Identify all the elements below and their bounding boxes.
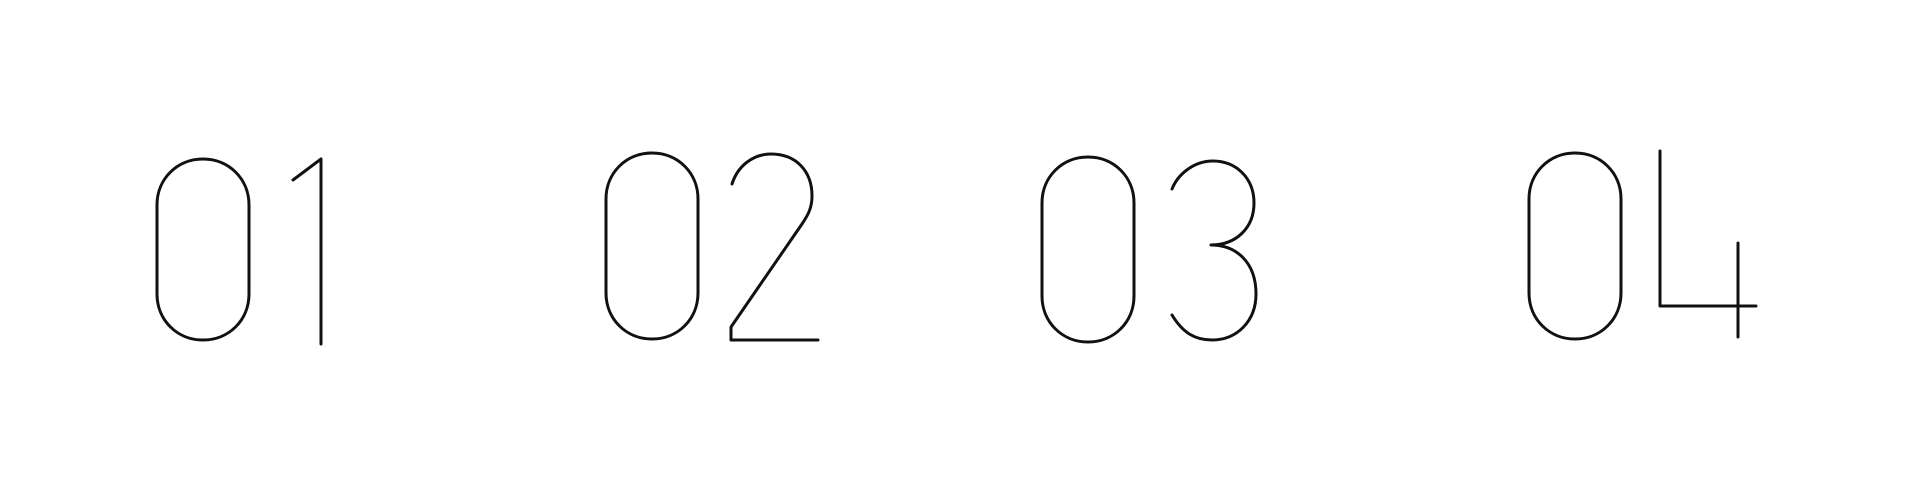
number-02 [604, 151, 820, 342]
digit-one [291, 157, 323, 346]
digit-two [729, 152, 820, 342]
digit-zero-1 [155, 157, 251, 342]
digit-zero-3 [1040, 155, 1136, 344]
number-03 [1040, 155, 1258, 344]
number-01 [155, 157, 323, 346]
number-04 [1527, 149, 1758, 341]
digit-zero-2 [604, 151, 700, 341]
digit-four [1658, 149, 1758, 339]
digit-three [1170, 159, 1258, 342]
digit-zero-4 [1527, 151, 1623, 341]
